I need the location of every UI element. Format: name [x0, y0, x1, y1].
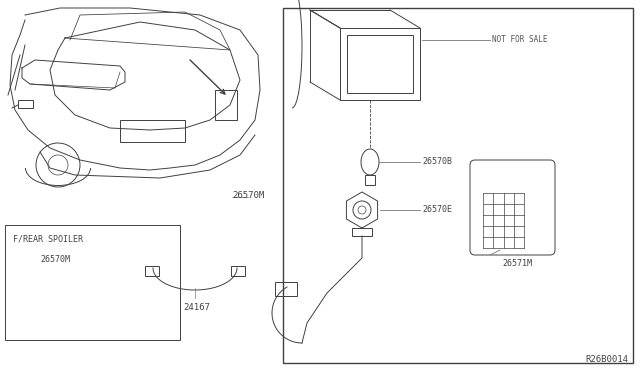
Text: 24167: 24167 [183, 304, 210, 312]
Bar [275, 282, 297, 296]
Bar [231, 266, 245, 276]
Bar [120, 120, 185, 142]
Bar [18, 100, 33, 108]
Text: R26B0014: R26B0014 [585, 356, 628, 365]
Text: 26570B: 26570B [422, 157, 452, 167]
Bar [145, 266, 159, 276]
Bar [283, 8, 633, 363]
Bar [215, 90, 237, 120]
Text: 26570M: 26570M [40, 254, 70, 263]
Circle shape [358, 206, 366, 214]
Ellipse shape [361, 149, 379, 175]
Circle shape [353, 201, 371, 219]
Text: NOT FOR SALE: NOT FOR SALE [492, 35, 547, 45]
Text: 26570E: 26570E [422, 205, 452, 215]
Bar [365, 175, 375, 185]
Text: 26571M: 26571M [502, 260, 532, 269]
Bar [352, 228, 372, 236]
Text: 26570M: 26570M [232, 190, 264, 199]
Bar [347, 35, 413, 93]
Text: F/REAR SPOILER: F/REAR SPOILER [13, 234, 83, 244]
Bar [5, 225, 180, 340]
